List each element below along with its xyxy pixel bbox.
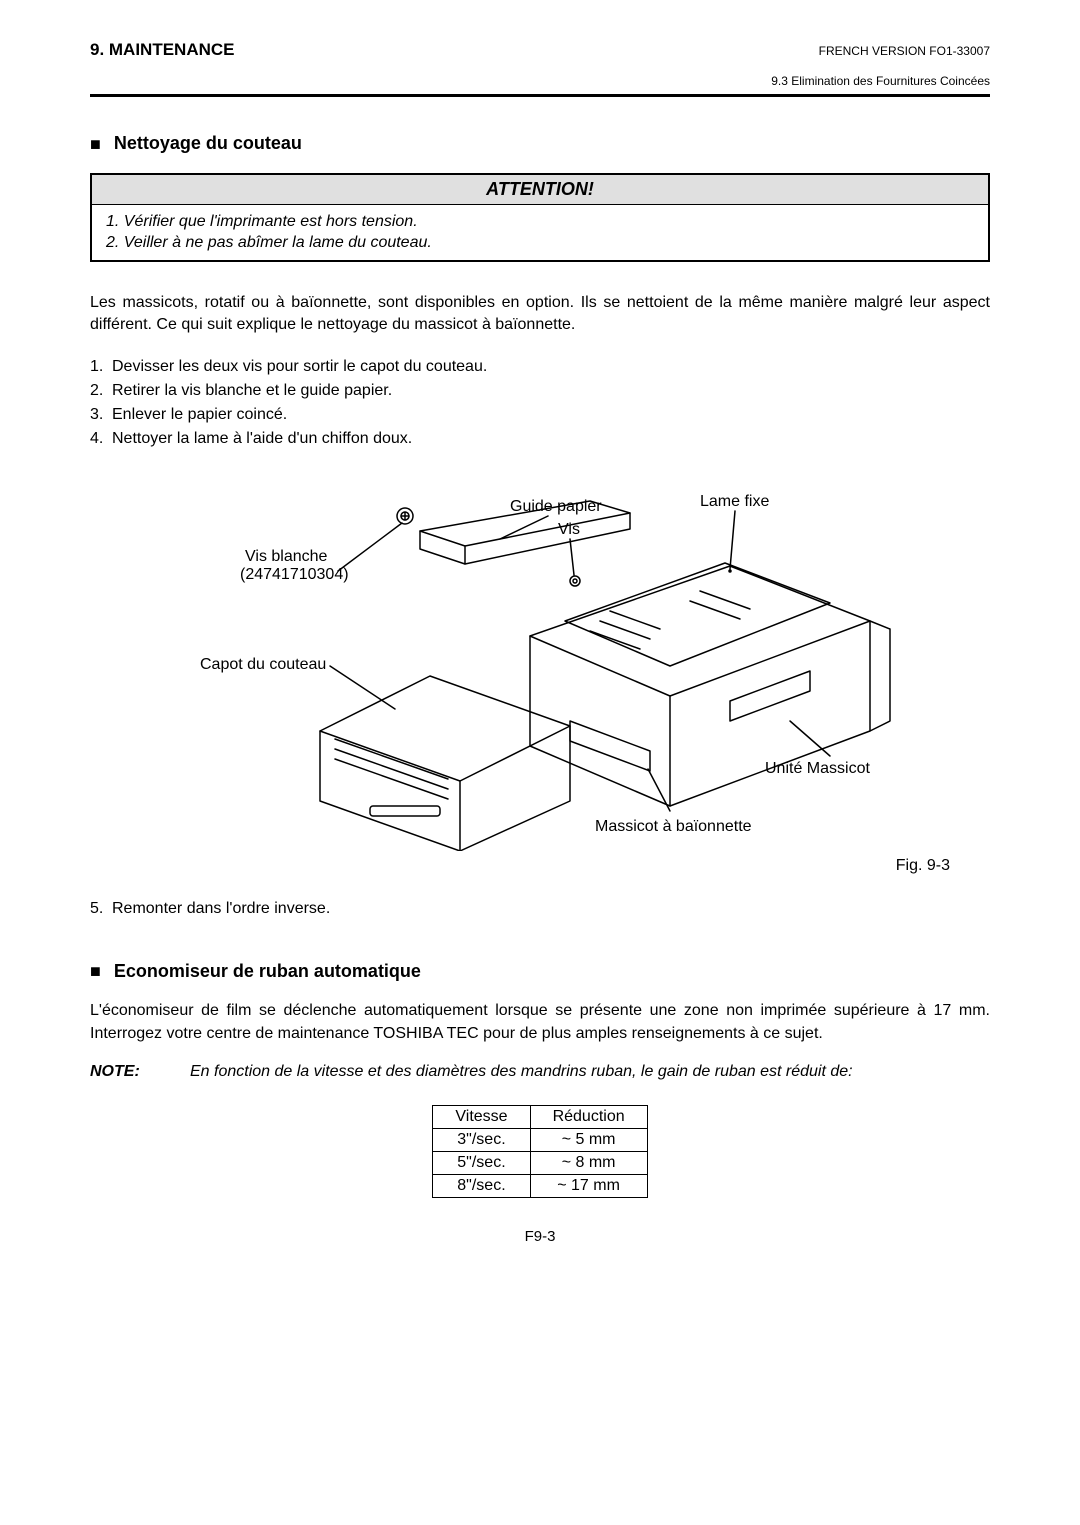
note-text: En fonction de la vitesse et des diamètr… bbox=[190, 1063, 853, 1081]
step-5: 5.Remonter dans l'ordre inverse. bbox=[90, 897, 990, 921]
step-4: 4.Nettoyer la lame à l'aide d'un chiffon… bbox=[90, 427, 990, 451]
section-nettoyage-heading: ■ Nettoyage du couteau bbox=[90, 133, 990, 155]
intro-paragraph: Les massicots, rotatif ou à baïonnette, … bbox=[90, 292, 990, 337]
table-header-row: Vitesse Réduction bbox=[433, 1106, 647, 1129]
figure-svg: Vis blanche (24741710304) Capot du coute… bbox=[170, 471, 910, 851]
part-cutter-cover bbox=[320, 676, 570, 851]
version-info: FRENCH VERSION FO1-33007 bbox=[819, 44, 990, 58]
header-rule bbox=[90, 94, 990, 97]
page-number: F9-3 bbox=[90, 1228, 990, 1245]
section-economiseur-heading: ■ Economiseur de ruban automatique bbox=[90, 961, 990, 983]
step-3-text: Enlever le papier coincé. bbox=[112, 406, 287, 423]
cell-r3-c2: ~ 17 mm bbox=[530, 1175, 647, 1198]
step-2: 2.Retirer la vis blanche et le guide pap… bbox=[90, 379, 990, 403]
step-4-text: Nettoyer la lame à l'aide d'un chiffon d… bbox=[112, 430, 412, 447]
th-reduction: Réduction bbox=[530, 1106, 647, 1129]
attention-body: 1. Vérifier que l'imprimante est hors te… bbox=[92, 205, 988, 260]
note-row: NOTE: En fonction de la vitesse et des d… bbox=[90, 1063, 990, 1081]
cell-r2-c2: ~ 8 mm bbox=[530, 1152, 647, 1175]
section-nettoyage-title: Nettoyage du couteau bbox=[114, 133, 302, 153]
table-row: 3"/sec. ~ 5 mm bbox=[433, 1129, 647, 1152]
attention-title: ATTENTION! bbox=[92, 175, 988, 205]
label-capot: Capot du couteau bbox=[200, 656, 326, 673]
figure-9-3: Vis blanche (24741710304) Capot du coute… bbox=[90, 471, 990, 851]
step-5-text: Remonter dans l'ordre inverse. bbox=[112, 900, 330, 917]
reduction-table: Vitesse Réduction 3"/sec. ~ 5 mm 5"/sec.… bbox=[432, 1105, 647, 1198]
table-row: 8"/sec. ~ 17 mm bbox=[433, 1175, 647, 1198]
label-massicot-baionnette: Massicot à baïonnette bbox=[595, 818, 752, 835]
label-unite-massicot: Unité Massicot bbox=[765, 760, 870, 777]
attention-item-1: 1. Vérifier que l'imprimante est hors te… bbox=[106, 211, 974, 233]
section-economiseur-title: Economiseur de ruban automatique bbox=[114, 961, 421, 981]
bullet-icon: ■ bbox=[90, 961, 101, 982]
cell-r3-c1: 8"/sec. bbox=[433, 1175, 530, 1198]
label-vis: Vis bbox=[558, 521, 580, 538]
bullet-icon: ■ bbox=[90, 134, 101, 155]
steps-list: 1.Devisser les deux vis pour sortir le c… bbox=[90, 355, 990, 451]
chapter-title: 9. MAINTENANCE bbox=[90, 40, 235, 60]
step-1: 1.Devisser les deux vis pour sortir le c… bbox=[90, 355, 990, 379]
economiseur-paragraph: L'économiseur de film se déclenche autom… bbox=[90, 1000, 990, 1045]
table-row: 5"/sec. ~ 8 mm bbox=[433, 1152, 647, 1175]
page-header: 9. MAINTENANCE FRENCH VERSION FO1-33007 bbox=[90, 40, 990, 60]
cell-r1-c1: 3"/sec. bbox=[433, 1129, 530, 1152]
label-lame-fixe: Lame fixe bbox=[700, 493, 769, 510]
label-vis-blanche-2: (24741710304) bbox=[240, 566, 349, 583]
attention-item-2: 2. Veiller à ne pas abîmer la lame du co… bbox=[106, 232, 974, 254]
step-1-text: Devisser les deux vis pour sortir le cap… bbox=[112, 358, 487, 375]
note-label: NOTE: bbox=[90, 1063, 190, 1081]
step-2-text: Retirer la vis blanche et le guide papie… bbox=[112, 382, 392, 399]
step-3: 3.Enlever le papier coincé. bbox=[90, 403, 990, 427]
steps-list-continued: 5.Remonter dans l'ordre inverse. bbox=[90, 897, 990, 921]
label-guide-papier: Guide papier bbox=[510, 498, 602, 515]
subsection-breadcrumb: 9.3 Elimination des Fournitures Coincées bbox=[90, 74, 990, 88]
label-vis-blanche-1: Vis blanche bbox=[245, 548, 328, 565]
th-vitesse: Vitesse bbox=[433, 1106, 530, 1129]
cell-r1-c2: ~ 5 mm bbox=[530, 1129, 647, 1152]
attention-box: ATTENTION! 1. Vérifier que l'imprimante … bbox=[90, 173, 990, 262]
figure-caption: Fig. 9-3 bbox=[90, 857, 990, 875]
cell-r2-c1: 5"/sec. bbox=[433, 1152, 530, 1175]
